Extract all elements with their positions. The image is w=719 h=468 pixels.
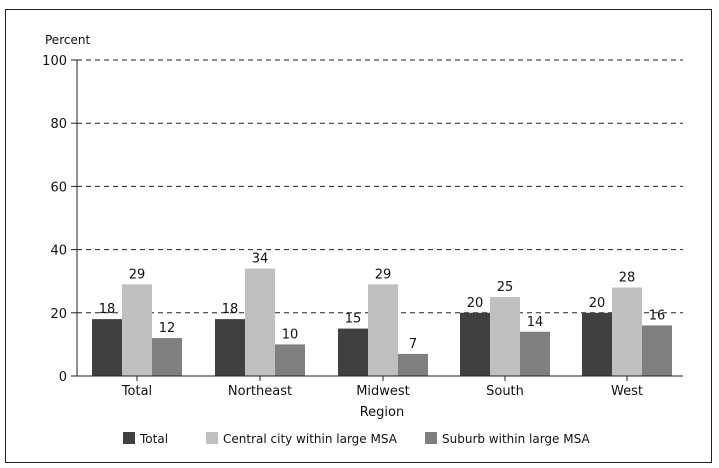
x-axis-ticks: Total Northeast Midwest South West	[121, 376, 643, 399]
bar-value-label: 14	[527, 315, 544, 330]
bar-value-label: 15	[345, 312, 362, 327]
bar-value-label: 34	[252, 252, 269, 267]
bar-south-0	[460, 312, 490, 376]
legend-label: Suburb within large MSA	[442, 432, 590, 446]
y-tick-label: 20	[50, 307, 67, 322]
bar-value-label: 29	[129, 267, 146, 282]
x-axis-label: Region	[360, 405, 405, 420]
y-tick-label: 100	[42, 54, 67, 69]
y-tick-label: 0	[59, 370, 67, 385]
bar-midwest-0	[338, 328, 368, 376]
axes	[76, 60, 683, 377]
bar-west-0	[582, 312, 612, 376]
bar-total-1	[122, 284, 152, 376]
bar-value-label: 12	[159, 321, 176, 336]
legend-swatch	[123, 432, 135, 444]
x-tick-label: Midwest	[356, 384, 410, 399]
bar-value-label: 18	[222, 302, 239, 317]
legend-swatch	[425, 432, 437, 444]
x-tick-label: Northeast	[228, 384, 292, 399]
bar-northeast-2	[275, 344, 305, 376]
legend-label: Total	[139, 432, 168, 446]
bar-value-label: 10	[282, 327, 299, 342]
x-tick-label: Total	[121, 384, 152, 399]
bar-west-1	[612, 287, 642, 376]
bar-south-1	[490, 297, 520, 376]
bar-total-2	[152, 338, 182, 376]
bar-value-label: 28	[619, 271, 636, 286]
bar-midwest-1	[368, 284, 398, 376]
bar-northeast-0	[215, 319, 245, 376]
y-tick-label: 80	[50, 117, 67, 132]
bars	[92, 268, 672, 376]
bar-northeast-1	[245, 268, 275, 376]
legend-label: Central city within large MSA	[223, 432, 398, 446]
bar-value-label: 7	[409, 337, 417, 352]
bar-value-label: 20	[467, 296, 484, 311]
bar-midwest-2	[398, 353, 428, 376]
y-axis-label: Percent	[45, 33, 90, 47]
legend-swatch	[206, 432, 218, 444]
bar-south-2	[520, 331, 550, 376]
bar-value-label: 20	[589, 296, 606, 311]
bar-value-label: 29	[375, 267, 392, 282]
chart-frame	[5, 9, 712, 463]
bar-total-0	[92, 319, 122, 376]
bar-value-labels: 18 29 12 18 34 10 15 29 7 20 25 14 20 28 16	[99, 252, 666, 352]
bar-value-label: 16	[649, 308, 666, 323]
y-tick-label: 60	[50, 180, 67, 195]
legend: Total Central city within large MSA Suburb…	[123, 432, 590, 446]
bar-west-2	[642, 325, 672, 376]
y-axis-ticks: 0 20 40 60 80 100	[42, 54, 77, 385]
bar-value-label: 18	[99, 302, 116, 317]
x-tick-label: South	[486, 384, 524, 399]
x-tick-label: West	[611, 384, 643, 399]
y-tick-label: 40	[50, 244, 67, 259]
bar-value-label: 25	[497, 280, 514, 295]
